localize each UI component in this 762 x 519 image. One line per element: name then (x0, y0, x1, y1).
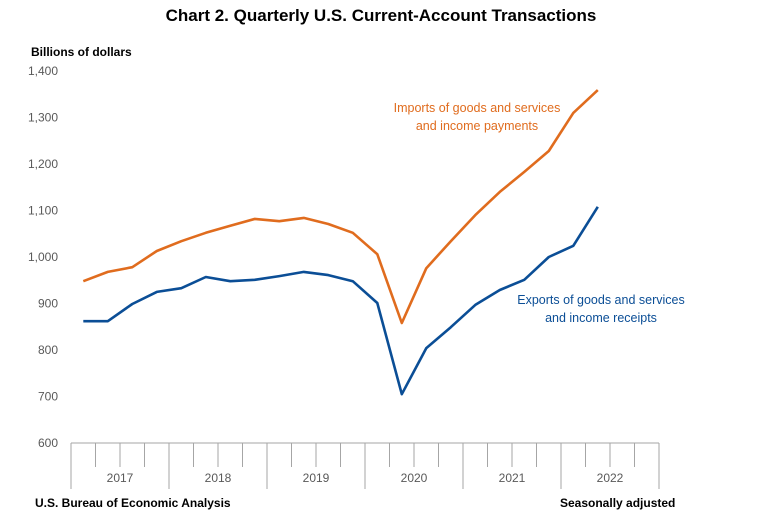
y-tick-label: 700 (38, 390, 58, 404)
series-line-0 (82, 89, 599, 325)
series-annotations: Imports of goods and services and income … (394, 101, 685, 325)
series-line-1 (83, 206, 599, 396)
y-tick-label: 600 (38, 436, 58, 450)
y-axis-label: Billions of dollars (31, 45, 132, 59)
series-lines (82, 89, 599, 396)
series-label: and income receipts (545, 311, 657, 325)
x-group-label: 2022 (597, 471, 624, 485)
y-tick-label: 800 (38, 343, 58, 357)
x-group-label: 2018 (205, 471, 232, 485)
x-axis: 2017 2018 2019 2020 2021 2022 (70, 442, 660, 489)
y-tick-label: 1,300 (28, 111, 58, 125)
x-group-label: 2020 (401, 471, 428, 485)
y-tick-label: 900 (38, 297, 58, 311)
y-tick-label: 1,200 (28, 157, 58, 171)
y-axis: 600 700 800 900 1,000 1,100 1,200 1,300 1,400 (28, 64, 58, 450)
x-group-label: 2017 (107, 471, 134, 485)
series-label: and income payments (416, 119, 538, 133)
adjustment-note: Seasonally adjusted (560, 496, 676, 510)
series-label: Exports of goods and services (517, 293, 684, 307)
source-note: U.S. Bureau of Economic Analysis (35, 496, 231, 510)
y-tick-label: 1,000 (28, 250, 58, 264)
series-label: Imports of goods and services (394, 101, 561, 115)
y-tick-label: 1,100 (28, 204, 58, 218)
x-group-label: 2021 (499, 471, 526, 485)
chart-title: Chart 2. Quarterly U.S. Current-Account … (165, 6, 597, 25)
y-tick-label: 1,400 (28, 64, 58, 78)
x-group-label: 2019 (303, 471, 330, 485)
